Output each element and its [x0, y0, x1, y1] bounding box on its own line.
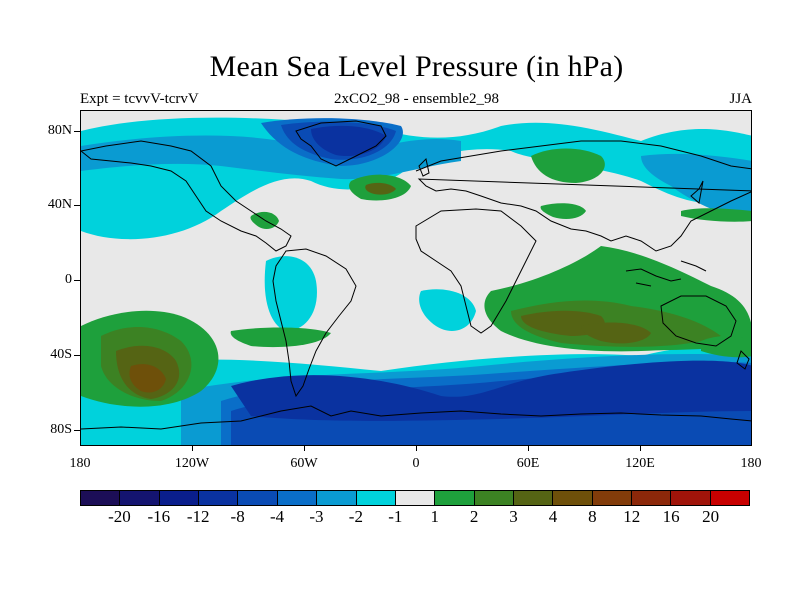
lon-tick-mark [416, 446, 417, 451]
field-pos4-pacific-se [129, 364, 166, 393]
field-pos1-australia-e [701, 336, 751, 358]
colorbar-label: 8 [588, 507, 597, 526]
colorbar-label: -3 [309, 507, 324, 526]
lon-tick-mark [640, 446, 641, 451]
lon-label-180e: 180 [740, 456, 762, 471]
colorbar-box [356, 491, 396, 505]
lat-tick-mark [74, 205, 80, 206]
coastlines [81, 120, 751, 430]
lon-label-60e: 60E [516, 456, 540, 471]
coast-antarctica [81, 405, 751, 430]
coast-south-america [272, 248, 357, 398]
field-neg8-arctic [311, 125, 386, 157]
map-canvas [81, 117, 751, 445]
coast-uk [418, 157, 430, 177]
coast-greenland [295, 120, 387, 167]
colorbar-box [277, 491, 318, 505]
lat-label-40n: 40N [47, 197, 72, 212]
colorbar-label: -12 [186, 507, 210, 526]
colorbar [80, 490, 750, 506]
colorbar-box [632, 491, 672, 505]
lat-label-40s: 40S [50, 347, 72, 362]
map-title: Mean Sea Level Pressure (in hPa) [209, 50, 624, 83]
lat-tick-mark [74, 131, 80, 132]
season-label: JJA [729, 91, 752, 107]
colorbar-label: 16 [662, 507, 680, 526]
colorbar-label: -1 [388, 507, 403, 526]
anomaly-fields [81, 117, 751, 445]
lon-label-120w: 120W [174, 456, 210, 471]
colorbar-label: 3 [509, 507, 518, 526]
lon-label-0: 0 [412, 456, 420, 471]
colorbar-box [513, 491, 554, 505]
coast-africa [415, 208, 537, 334]
colorbar-label: -16 [147, 507, 171, 526]
lon-label-60w: 60W [290, 456, 318, 471]
colorbar-label: 12 [623, 507, 641, 526]
colorbar-box [435, 491, 475, 505]
colorbar-label: -4 [269, 507, 285, 526]
colorbar-label: 4 [548, 507, 558, 526]
lon-tick-mark [528, 446, 529, 451]
colorbar-label: 1 [430, 507, 439, 526]
coast-new-zealand [736, 350, 750, 370]
lon-label-120e: 120E [625, 456, 655, 471]
lon-tick-mark [304, 446, 305, 451]
lat-label-80s: 80S [50, 422, 72, 437]
pressure-map [80, 110, 752, 446]
field-pos1-siberia [531, 148, 605, 183]
field-pos3-australia [581, 322, 651, 344]
colorbar-label: -2 [348, 507, 363, 526]
colorbar-box [474, 491, 514, 505]
coast-eurasia [415, 140, 751, 252]
colorbar-box [120, 491, 160, 505]
field-pos1-samerica-s [230, 327, 331, 348]
colorbar-label: 20 [702, 507, 720, 526]
coast-indonesia [625, 260, 707, 287]
coast-australia [660, 295, 737, 347]
colorbar-box [199, 491, 239, 505]
colorbar-box [238, 491, 278, 505]
experiment-label: Expt = tcvvV-tcrvV [80, 91, 199, 107]
field-neg1-atlantic [419, 289, 476, 331]
colorbar-label: -20 [108, 507, 131, 526]
field-neg8-south [231, 360, 751, 421]
coast-north-america [81, 140, 292, 252]
colorbar-label: 2 [469, 507, 479, 526]
lon-tick-mark [192, 446, 193, 451]
field-neg1-samerica [264, 256, 317, 331]
lat-tick-mark [74, 355, 80, 356]
field-pos3-atlantic-n [365, 182, 396, 195]
colorbar-box [710, 491, 750, 505]
lat-label-0: 0 [65, 272, 72, 287]
colorbar-box [671, 491, 711, 505]
field-pos1-asia [540, 203, 586, 219]
coast-japan [690, 180, 704, 204]
colorbar-box [317, 491, 357, 505]
lat-tick-mark [74, 430, 80, 431]
comparison-label: 2xCO2_98 - ensemble2_98 [334, 91, 499, 107]
lon-label-180w: 180 [69, 456, 91, 471]
lat-tick-mark [74, 280, 80, 281]
colorbar-label: -8 [230, 507, 245, 526]
colorbar-box [81, 491, 121, 505]
colorbar-box [159, 491, 200, 505]
field-neg2-pacific-east [641, 153, 751, 221]
field-pos1-pacific-w [681, 208, 751, 222]
lat-label-80n: 80N [47, 123, 72, 138]
colorbar-box [592, 491, 633, 505]
colorbar-box [395, 491, 436, 505]
field-neg2-north [81, 135, 461, 180]
colorbar-box [553, 491, 593, 505]
